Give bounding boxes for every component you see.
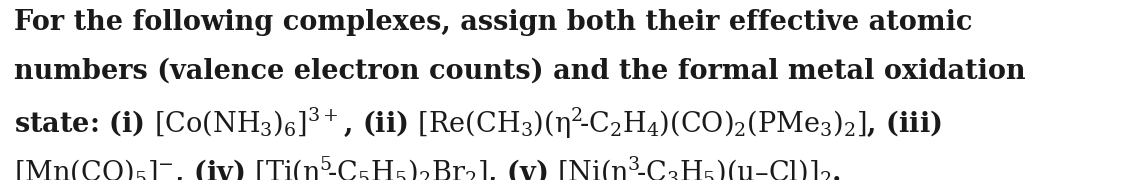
Text: $[\mathrm{Mn(CO)_5}]^{-}$, (iv) $[\mathrm{Ti(\eta^5\!\text{-}C_5H_5)_2Br_2}]$, (: $[\mathrm{Mn(CO)_5}]^{-}$, (iv) $[\mathr…: [14, 155, 840, 180]
Text: For the following complexes, assign both their effective atomic: For the following complexes, assign both…: [14, 9, 972, 36]
Text: numbers (valence electron counts) and the formal metal oxidation: numbers (valence electron counts) and th…: [14, 58, 1026, 85]
Text: state: (i) $[\mathrm{Co(NH_3)_6}]^{3+}$, (ii) $[\mathrm{Re(CH_3)(\eta^2\!\text{-: state: (i) $[\mathrm{Co(NH_3)_6}]^{3+}$,…: [14, 106, 941, 141]
